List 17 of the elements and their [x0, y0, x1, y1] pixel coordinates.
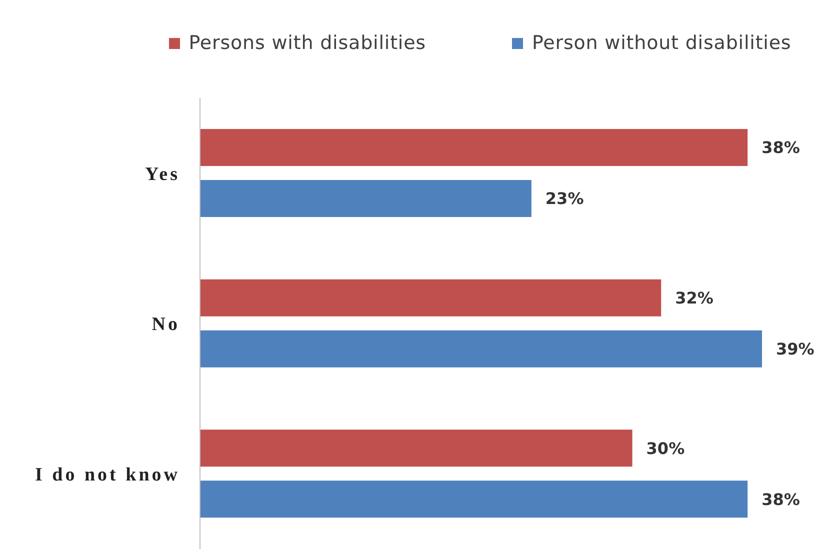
bar: [200, 279, 662, 316]
data-label: 32%: [675, 288, 714, 308]
y-tick-label: No: [152, 314, 180, 336]
y-tick-label: Yes: [145, 164, 180, 185]
y-tick-label: I do not know: [35, 464, 180, 486]
bar: [200, 330, 762, 368]
data-label: 38%: [762, 138, 800, 158]
bar: [200, 480, 748, 518]
data-label: 39%: [776, 340, 814, 359]
legend-label: Person without disabilities: [532, 32, 792, 54]
data-label: 23%: [545, 189, 584, 208]
bar: [200, 430, 632, 467]
data-label: 30%: [646, 438, 685, 458]
bar: [200, 129, 748, 166]
bar: [200, 180, 532, 217]
legend-label: Persons with disabilities: [188, 32, 426, 54]
data-label: 38%: [762, 490, 800, 509]
